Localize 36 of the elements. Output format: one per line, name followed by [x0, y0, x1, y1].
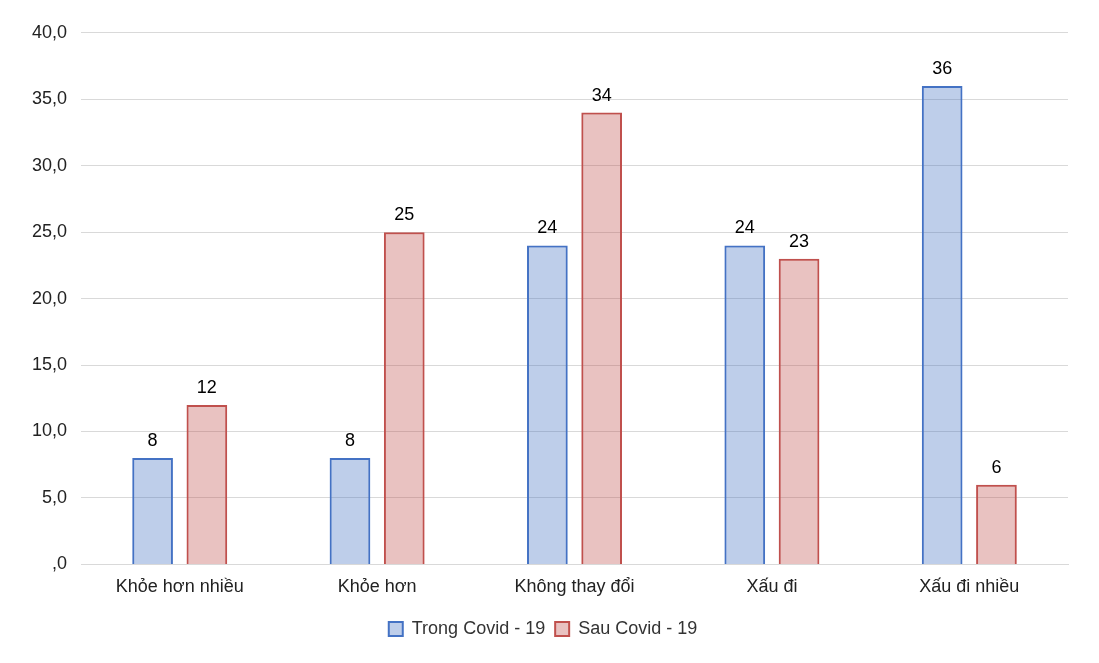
y-tick-label: ,0	[52, 553, 68, 574]
y-tick-label: 30,0	[31, 154, 68, 175]
data-label: 23	[789, 230, 810, 251]
data-label: 24	[734, 217, 755, 238]
x-tick-label: Xấu đi	[746, 576, 798, 597]
data-label: 34	[591, 84, 612, 105]
data-label: 6	[991, 456, 1002, 477]
y-tick-label: 40,0	[31, 21, 68, 42]
bar	[581, 112, 623, 564]
y-tick-label: 5,0	[42, 486, 68, 507]
legend-label: Sau Covid - 19	[578, 617, 698, 638]
bar	[724, 245, 766, 564]
data-label: 12	[196, 376, 217, 397]
x-tick-label: Khỏe hơn	[337, 576, 417, 597]
x-tick-label: Khỏe hơn nhiều	[115, 576, 244, 597]
y-tick-label: 15,0	[31, 354, 68, 375]
data-label: 8	[147, 430, 158, 451]
bar	[186, 404, 228, 564]
y-tick-label: 20,0	[31, 287, 68, 308]
data-label: 25	[394, 204, 415, 225]
bar	[921, 85, 963, 564]
x-tick-label: Xấu đi nhiều	[919, 576, 1020, 597]
legend-label: Trong Covid - 19	[411, 617, 546, 638]
bar	[778, 258, 820, 564]
data-label: 24	[537, 217, 558, 238]
x-tick-label: Không thay đổi	[514, 576, 635, 597]
bar	[527, 245, 568, 564]
data-label: 8	[344, 430, 355, 451]
y-tick-label: 10,0	[31, 420, 68, 441]
y-tick-label: 35,0	[31, 88, 68, 109]
bar	[383, 232, 425, 564]
bar	[976, 484, 1017, 564]
y-tick-label: 25,0	[31, 221, 68, 242]
bar	[132, 458, 173, 564]
bar	[329, 458, 371, 564]
data-label: 36	[932, 57, 953, 78]
